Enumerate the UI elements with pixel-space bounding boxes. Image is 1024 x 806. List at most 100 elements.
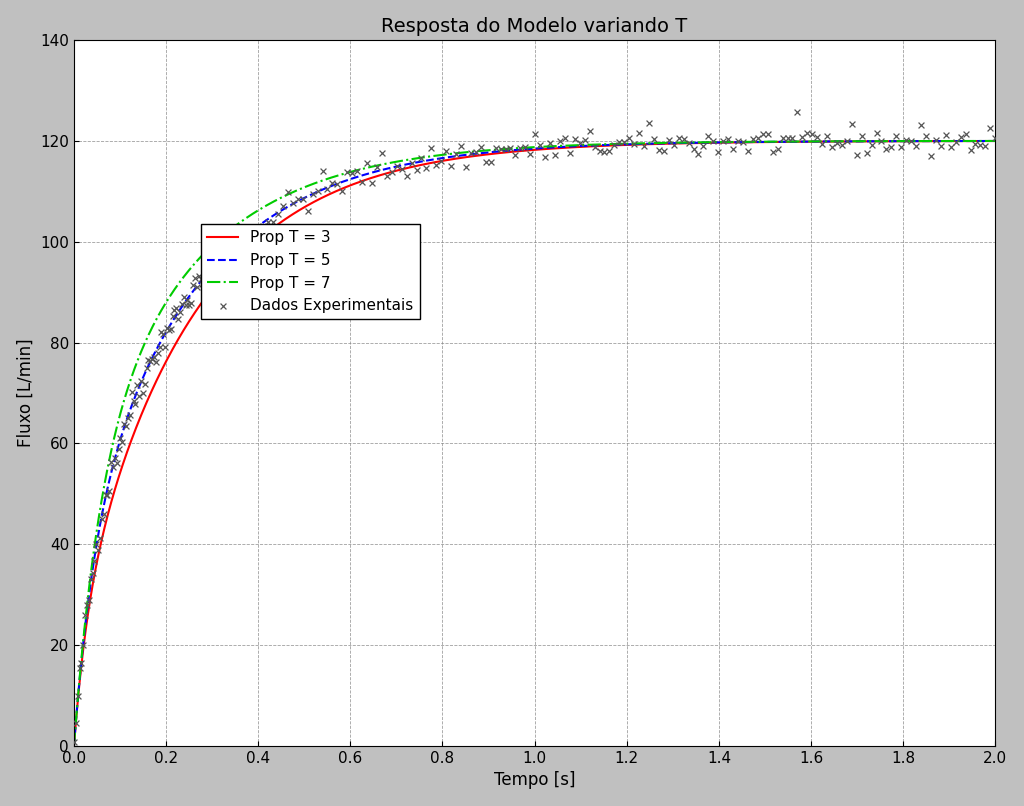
- Dados Experimentais: [433, 154, 450, 167]
- Dados Experimentais: [409, 164, 425, 177]
- Dados Experimentais: [824, 141, 841, 154]
- Dados Experimentais: [92, 531, 109, 544]
- Dados Experimentais: [255, 219, 271, 232]
- Dados Experimentais: [213, 267, 229, 280]
- Dados Experimentais: [127, 397, 143, 410]
- Dados Experimentais: [517, 140, 534, 153]
- Dados Experimentais: [503, 141, 519, 154]
- Dados Experimentais: [138, 362, 155, 375]
- Dados Experimentais: [124, 385, 140, 398]
- Dados Experimentais: [142, 354, 159, 367]
- Dados Experimentais: [512, 141, 528, 154]
- Dados Experimentais: [487, 141, 504, 154]
- Dados Experimentais: [735, 135, 752, 148]
- Dados Experimentais: [175, 290, 191, 303]
- Dados Experimentais: [606, 139, 623, 152]
- Dados Experimentais: [611, 135, 628, 148]
- X-axis label: Tempo [s]: Tempo [s]: [494, 771, 575, 789]
- Dados Experimentais: [844, 118, 860, 131]
- Dados Experimentais: [185, 279, 202, 292]
- Dados Experimentais: [547, 148, 563, 161]
- Dados Experimentais: [828, 137, 845, 150]
- Dados Experimentais: [120, 412, 136, 425]
- Dados Experimentais: [384, 165, 400, 178]
- Dados Experimentais: [186, 272, 203, 285]
- Dados Experimentais: [532, 138, 549, 151]
- Dados Experimentais: [170, 312, 186, 325]
- Prop T = 3: [794, 137, 806, 147]
- Dados Experimentais: [858, 147, 874, 160]
- Dados Experimentais: [66, 736, 82, 749]
- Dados Experimentais: [165, 310, 181, 323]
- Prop T = 5: [115, 433, 127, 442]
- Prop T = 7: [962, 136, 974, 146]
- Dados Experimentais: [646, 132, 663, 145]
- Line: Prop T = 3: Prop T = 3: [74, 141, 995, 746]
- Dados Experimentais: [814, 137, 830, 150]
- Dados Experimentais: [369, 160, 385, 173]
- Dados Experimentais: [358, 157, 375, 170]
- Dados Experimentais: [893, 140, 909, 153]
- Dados Experimentais: [879, 143, 895, 156]
- Dados Experimentais: [150, 346, 166, 359]
- Dados Experimentais: [739, 144, 756, 157]
- Line: Prop T = 7: Prop T = 7: [74, 141, 995, 746]
- Prop T = 3: [962, 136, 974, 146]
- Dados Experimentais: [237, 235, 253, 248]
- Dados Experimentais: [571, 136, 588, 149]
- Dados Experimentais: [174, 297, 190, 310]
- Dados Experimentais: [587, 141, 603, 154]
- Dados Experimentais: [250, 231, 266, 243]
- Dados Experimentais: [447, 148, 464, 161]
- Dados Experimentais: [118, 420, 134, 433]
- Dados Experimentais: [952, 131, 969, 143]
- Dados Experimentais: [760, 127, 776, 140]
- Dados Experimentais: [202, 252, 218, 265]
- Dados Experimentais: [631, 127, 647, 139]
- Dados Experimentais: [155, 328, 171, 341]
- Dados Experimentais: [750, 131, 766, 144]
- Dados Experimentais: [854, 130, 870, 143]
- Dados Experimentais: [195, 278, 211, 291]
- Dados Experimentais: [977, 139, 993, 152]
- Dados Experimentais: [477, 156, 494, 168]
- Dados Experimentais: [868, 127, 885, 139]
- Dados Experimentais: [280, 186, 296, 199]
- Dados Experimentais: [710, 145, 726, 158]
- Dados Experimentais: [849, 149, 865, 162]
- Dados Experimentais: [269, 207, 286, 220]
- Dados Experimentais: [73, 656, 89, 669]
- Dados Experimentais: [374, 147, 390, 160]
- Dados Experimentais: [621, 131, 637, 144]
- Dados Experimentais: [418, 161, 434, 174]
- Dados Experimentais: [923, 150, 939, 163]
- Dados Experimentais: [809, 130, 825, 143]
- Title: Resposta do Modelo variando T: Resposta do Modelo variando T: [382, 17, 688, 35]
- Dados Experimentais: [239, 231, 255, 243]
- Dados Experimentais: [319, 182, 336, 195]
- Dados Experimentais: [795, 131, 811, 143]
- Dados Experimentais: [344, 166, 360, 179]
- Dados Experimentais: [393, 163, 410, 176]
- Dados Experimentais: [295, 193, 311, 206]
- Dados Experimentais: [388, 160, 404, 172]
- Dados Experimentais: [299, 205, 315, 218]
- Dados Experimentais: [963, 143, 979, 156]
- Prop T = 3: [963, 136, 975, 146]
- Dados Experimentais: [676, 133, 692, 146]
- Dados Experimentais: [616, 136, 633, 149]
- Dados Experimentais: [245, 222, 261, 235]
- Dados Experimentais: [109, 456, 125, 469]
- Dados Experimentais: [113, 432, 129, 445]
- Dados Experimentais: [314, 164, 331, 177]
- Dados Experimentais: [671, 131, 687, 144]
- Dados Experimentais: [582, 125, 598, 138]
- Dados Experimentais: [84, 567, 100, 580]
- Dados Experimentais: [233, 232, 250, 245]
- Dados Experimentais: [700, 130, 717, 143]
- Dados Experimentais: [116, 418, 132, 430]
- Prop T = 7: [794, 137, 806, 147]
- Dados Experimentais: [103, 455, 120, 468]
- Dados Experimentais: [779, 131, 796, 144]
- Prop T = 7: [963, 136, 975, 146]
